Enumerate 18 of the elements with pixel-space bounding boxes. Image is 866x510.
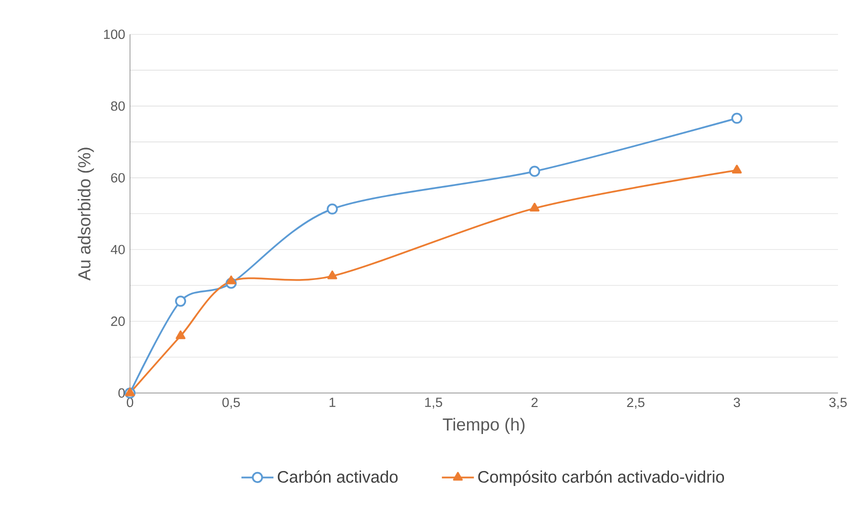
y-tick-label: 20 [111,316,125,326]
x-tick-label: 3,5 [829,398,847,409]
legend-label: Carbón activado [278,470,398,483]
x-tick-label: 0,5 [222,398,240,409]
y-tick-label: 80 [111,101,125,111]
x-tick-label: 1,5 [425,398,442,409]
x-tick-label: 3 [734,398,740,408]
legend-label: Compósito carbón activado-vidrio [478,470,724,486]
x-tick-label: 2 [532,398,538,408]
x-tick-label: 2,5 [627,398,644,409]
y-tick-label: 60 [111,173,125,183]
y-tick-label: 40 [110,244,125,254]
y-tick-label: 0 [118,388,125,398]
y-axis-title: Au adsorbido (%) [78,148,94,281]
x-tick-label: 1 [330,398,336,407]
x-axis-title: Tiempo (h) [442,418,524,434]
y-tick-label: 100 [104,30,125,40]
x-tick-label: 0 [126,398,134,408]
